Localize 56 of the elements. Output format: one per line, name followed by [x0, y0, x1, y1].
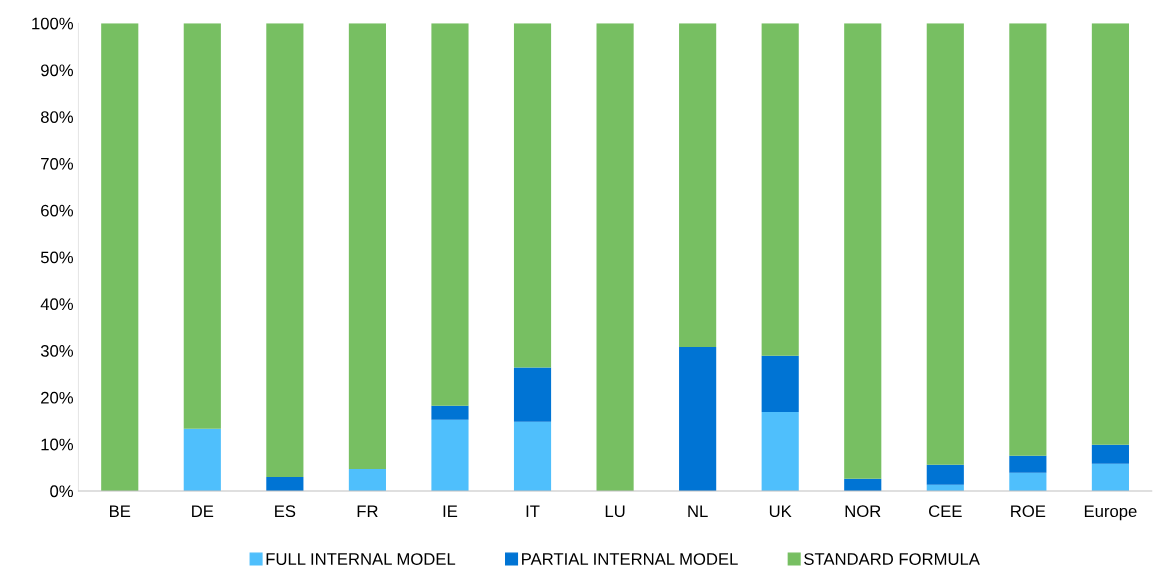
y-tick-label: 100%	[32, 17, 74, 30]
bar	[431, 419, 469, 491]
bar	[679, 346, 717, 491]
x-tick-label: IE	[443, 505, 458, 517]
y-tick-label: 60%	[41, 204, 74, 217]
bar	[183, 23, 221, 429]
y-tick-label: 50%	[40, 251, 74, 264]
bar	[266, 23, 304, 477]
bar	[761, 23, 799, 356]
bar	[431, 405, 469, 420]
bar	[1009, 23, 1047, 456]
bar	[513, 421, 552, 491]
bar	[348, 468, 386, 491]
x-tick-label: NOR	[845, 505, 881, 518]
bar	[1009, 472, 1047, 491]
bar	[1091, 23, 1129, 445]
bar	[513, 367, 552, 422]
y-tick-label: 30%	[40, 345, 74, 357]
x-tick-label: UK	[769, 505, 792, 518]
x-tick-label: BE	[110, 505, 131, 517]
x-tick-label: FR	[357, 505, 378, 517]
x-tick-label: ES	[275, 505, 296, 518]
bar	[431, 23, 469, 406]
bar	[348, 23, 386, 469]
bar	[844, 23, 882, 479]
bar	[1091, 444, 1129, 464]
x-tick-label: Europe	[1084, 505, 1137, 521]
x-tick-label: CEE	[929, 505, 962, 518]
bar	[926, 464, 964, 485]
bar	[183, 428, 221, 491]
y-tick-label: 10%	[41, 438, 74, 451]
y-tick-label: 90%	[41, 64, 74, 77]
bar	[101, 23, 139, 491]
bar	[513, 23, 552, 368]
y-tick-label: 80%	[40, 111, 74, 123]
y-tick-label: 70%	[41, 157, 74, 170]
y-tick-label: 0%	[50, 485, 74, 498]
bar	[761, 355, 799, 412]
bar	[844, 478, 882, 491]
bar	[1009, 455, 1047, 473]
bar	[926, 23, 964, 465]
x-tick-label: NL	[688, 505, 708, 517]
legend-label: STANDARD FORMULA	[804, 553, 980, 565]
bar	[761, 411, 799, 491]
bar	[1091, 463, 1129, 491]
y-tick-label: 40%	[40, 298, 74, 311]
x-tick-label: LU	[605, 505, 625, 518]
bar	[679, 23, 717, 347]
x-tick-label: IT	[526, 505, 540, 517]
bar	[266, 476, 304, 491]
bar	[596, 23, 634, 491]
legend-label: PARTIAL INTERNAL MODEL	[522, 553, 738, 565]
y-tick-label: 20%	[41, 391, 74, 404]
legend-label: FULL INTERNAL MODEL	[266, 553, 456, 565]
x-tick-label: ROE	[1011, 505, 1046, 518]
x-tick-label: DE	[192, 505, 214, 517]
